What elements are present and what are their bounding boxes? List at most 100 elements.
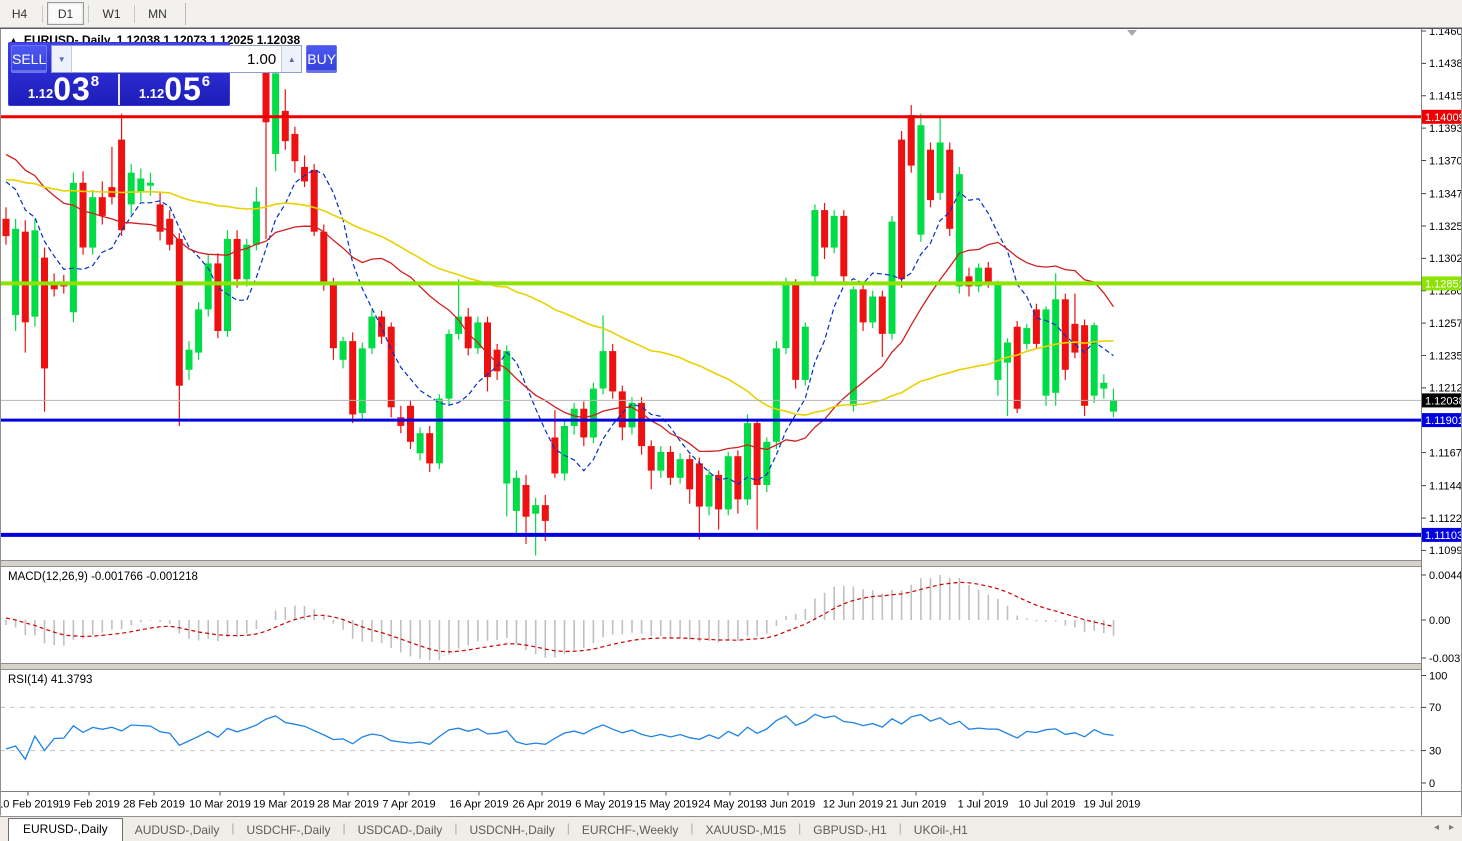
svg-text:1.13705: 1.13705 — [1429, 155, 1462, 167]
price-tag: 1.14009 — [1422, 109, 1462, 124]
svg-text:1.11445: 1.11445 — [1429, 481, 1462, 493]
sell-button[interactable]: SELL — [11, 45, 48, 73]
svg-text:10 Jul 2019: 10 Jul 2019 — [1019, 799, 1076, 811]
chart-shift-marker-icon[interactable] — [1127, 30, 1137, 36]
tab-scroll-buttons: ◂ ▸ — [1434, 822, 1454, 833]
svg-text:1.12350: 1.12350 — [1429, 350, 1462, 362]
rsi-label: RSI(14) 41.3793 — [8, 674, 92, 686]
svg-text:1.13475: 1.13475 — [1429, 188, 1462, 200]
svg-text:1.13025: 1.13025 — [1429, 253, 1462, 265]
svg-text:1.12038: 1.12038 — [1425, 395, 1462, 407]
buy-button[interactable]: BUY — [306, 45, 338, 73]
svg-text:3 Jun 2019: 3 Jun 2019 — [761, 799, 815, 811]
svg-text:10 Feb 2019: 10 Feb 2019 — [0, 799, 59, 811]
svg-text:7 Apr 2019: 7 Apr 2019 — [382, 799, 435, 811]
sell-price-prefix: 1.12 — [27, 86, 54, 101]
volume-input[interactable] — [72, 46, 282, 72]
tab-separator: | — [798, 821, 802, 835]
panel-separator[interactable] — [0, 663, 1462, 670]
sell-price-main: 03 — [53, 71, 91, 107]
timeframe-button-mn[interactable]: MN — [148, 6, 167, 21]
svg-text:1.14155: 1.14155 — [1429, 91, 1462, 103]
svg-text:0.00: 0.00 — [1429, 615, 1450, 627]
svg-text:21 Jun 2019: 21 Jun 2019 — [886, 799, 947, 811]
svg-text:1.11220: 1.11220 — [1429, 513, 1462, 525]
svg-text:0.004465: 0.004465 — [1429, 570, 1462, 582]
svg-text:1.10995: 1.10995 — [1429, 545, 1462, 557]
price-tag: 1.11901 — [1422, 413, 1462, 428]
svg-text:30: 30 — [1429, 745, 1441, 757]
toolbar-separator — [42, 4, 43, 23]
svg-text:1.11103: 1.11103 — [1425, 530, 1462, 542]
tab-ukoil-h1[interactable]: UKOil-,H1 — [913, 823, 968, 837]
svg-text:12 Jun 2019: 12 Jun 2019 — [823, 799, 884, 811]
svg-text:28 Feb 2019: 28 Feb 2019 — [123, 799, 185, 811]
tab-separator: | — [566, 821, 570, 835]
price-tag: 1.11103 — [1422, 527, 1462, 542]
price-tag: 1.12851 — [1422, 276, 1462, 291]
volume-decrease-icon[interactable]: ▼ — [52, 46, 73, 72]
svg-text:24 May 2019: 24 May 2019 — [698, 799, 762, 811]
buy-price-pip: 6 — [201, 73, 211, 90]
toolbar-separator — [88, 4, 89, 23]
svg-text:19 Feb 2019: 19 Feb 2019 — [58, 799, 120, 811]
tab-eurchf-weekly[interactable]: EURCHF-,Weekly — [581, 823, 679, 837]
svg-text:1.12851: 1.12851 — [1425, 278, 1462, 290]
timeframe-button-w1[interactable]: W1 — [102, 6, 121, 21]
tab-separator: | — [454, 821, 458, 835]
moving-averages-layer — [5, 153, 1115, 485]
tab-usdchf-daily[interactable]: USDCHF-,Daily — [246, 823, 331, 837]
price-divider — [118, 74, 120, 105]
svg-text:1.12125: 1.12125 — [1429, 383, 1462, 395]
price-tag: 1.12038 — [1422, 393, 1462, 408]
tab-audusd-daily[interactable]: AUDUSD-,Daily — [134, 823, 220, 837]
buy-price[interactable]: 1.12 05 6 — [120, 73, 229, 106]
tab-usdcad-daily[interactable]: USDCAD-,Daily — [357, 823, 443, 837]
svg-text:1.14605: 1.14605 — [1429, 28, 1462, 38]
toolbar-divider — [185, 2, 186, 25]
buy-price-prefix: 1.12 — [138, 86, 165, 101]
volume-stepper: ▼ ▲ — [51, 45, 303, 73]
tab-xauusd-m15[interactable]: XAUUSD-,M15 — [705, 823, 787, 837]
svg-text:19 Mar 2019: 19 Mar 2019 — [253, 799, 315, 811]
sell-price[interactable]: 1.12 03 8 — [9, 73, 118, 106]
svg-text:26 Apr 2019: 26 Apr 2019 — [512, 799, 571, 811]
svg-text:-0.003715: -0.003715 — [1429, 653, 1462, 665]
collapse-trade-panel-icon[interactable]: ▲ — [9, 35, 18, 45]
chart-canvas[interactable]: 1.14605 1.14380 1.14155 1.13930 1.13705 1.134… — [0, 28, 1462, 816]
svg-text:100: 100 — [1429, 670, 1447, 682]
tab-gbpusd-h1[interactable]: GBPUSD-,H1 — [813, 823, 887, 837]
macd-label: MACD(12,26,9) -0.001766 -0.001218 — [8, 571, 198, 583]
svg-text:70: 70 — [1429, 702, 1441, 714]
horizontal-lines-layer[interactable] — [0, 115, 1422, 537]
tab-scroll-left-icon[interactable]: ◂ — [1433, 822, 1439, 833]
timeframe-button-d1[interactable]: D1 — [47, 2, 84, 25]
svg-text:10 Mar 2019: 10 Mar 2019 — [189, 799, 251, 811]
svg-text:1.11901: 1.11901 — [1425, 415, 1462, 427]
sell-price-pip: 8 — [90, 73, 100, 90]
svg-text:28 Mar 2019: 28 Mar 2019 — [317, 799, 379, 811]
price-axis[interactable]: 1.14605 1.14380 1.14155 1.13930 1.13705 1.134… — [1421, 28, 1462, 816]
tab-separator: | — [898, 821, 902, 835]
tab-eurusd-daily[interactable]: EURUSD-,Daily — [8, 818, 123, 841]
svg-text:19 Jul 2019: 19 Jul 2019 — [1084, 799, 1141, 811]
svg-text:1.14380: 1.14380 — [1429, 58, 1462, 70]
rsi-panel — [0, 706, 1422, 761]
svg-text:1.11675: 1.11675 — [1429, 447, 1462, 459]
timeframe-button-h4[interactable]: H4 — [11, 6, 28, 21]
svg-text:1.13930: 1.13930 — [1429, 123, 1462, 135]
tab-separator: | — [231, 821, 235, 835]
svg-text:1.13250: 1.13250 — [1429, 221, 1462, 233]
panel-separator[interactable] — [0, 560, 1462, 567]
tab-separator: | — [342, 821, 346, 835]
chart-window-tabbar: EURUSD-,Daily AUDUSD-,Daily | USDCHF-,Daily… — [0, 816, 1462, 841]
date-axis[interactable]: 10 Feb 2019 19 Feb 2019 28 Feb 2019 10 Mar … — [0, 791, 1462, 811]
tab-usdcnh-daily[interactable]: USDCNH-,Daily — [469, 823, 555, 837]
svg-text:15 May 2019: 15 May 2019 — [634, 799, 698, 811]
volume-increase-icon[interactable]: ▲ — [281, 46, 302, 72]
tab-separator: | — [690, 821, 694, 835]
svg-text:1.14009: 1.14009 — [1425, 112, 1462, 124]
tab-scroll-right-icon[interactable]: ▸ — [1448, 822, 1454, 833]
